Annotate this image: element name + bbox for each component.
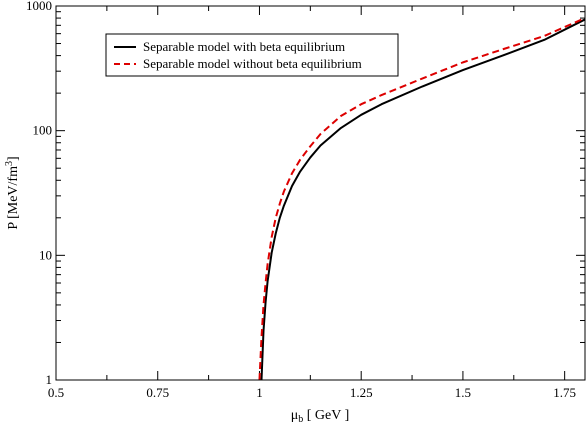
x-tick-label: 0.75 bbox=[146, 385, 169, 400]
y-axis-label-close: ] bbox=[6, 156, 21, 161]
series-lines bbox=[258, 17, 585, 380]
series-line-1 bbox=[258, 17, 585, 380]
plot-frame bbox=[55, 5, 586, 381]
x-axis-label: μb [ GeV ] bbox=[291, 408, 350, 425]
x-tick-label: 1 bbox=[256, 385, 263, 400]
y-axis-label-superscript: 3 bbox=[4, 161, 15, 166]
legend-label-series-1: Separable model without beta equilibrium bbox=[143, 56, 362, 71]
y-axis-label: P [MeV/fm3] bbox=[4, 156, 21, 229]
x-tick-label: 0.5 bbox=[48, 385, 64, 400]
legend: Separable model with beta equilibrium Se… bbox=[105, 33, 399, 77]
legend-box bbox=[105, 33, 399, 77]
y-tick-label: 10 bbox=[39, 247, 52, 262]
x-tick-label: 1.25 bbox=[350, 385, 373, 400]
x-axis-label-unit: [ GeV ] bbox=[303, 408, 349, 423]
legend-label-series-0: Separable model with beta equilibrium bbox=[143, 39, 345, 54]
x-tick-label: 1.5 bbox=[455, 385, 471, 400]
y-tick-label: 100 bbox=[33, 123, 53, 138]
x-axis-label-subscript: b bbox=[298, 414, 303, 425]
plot-area bbox=[55, 5, 586, 381]
y-tick-label: 1000 bbox=[26, 0, 52, 13]
axis-tick-labels: 0.5 0.75 1 1.25 1.5 1.75 1 10 100 1000 bbox=[26, 0, 576, 400]
series-line-0 bbox=[260, 18, 585, 380]
x-tick-label: 1.75 bbox=[553, 385, 576, 400]
y-tick-label: 1 bbox=[46, 372, 53, 387]
